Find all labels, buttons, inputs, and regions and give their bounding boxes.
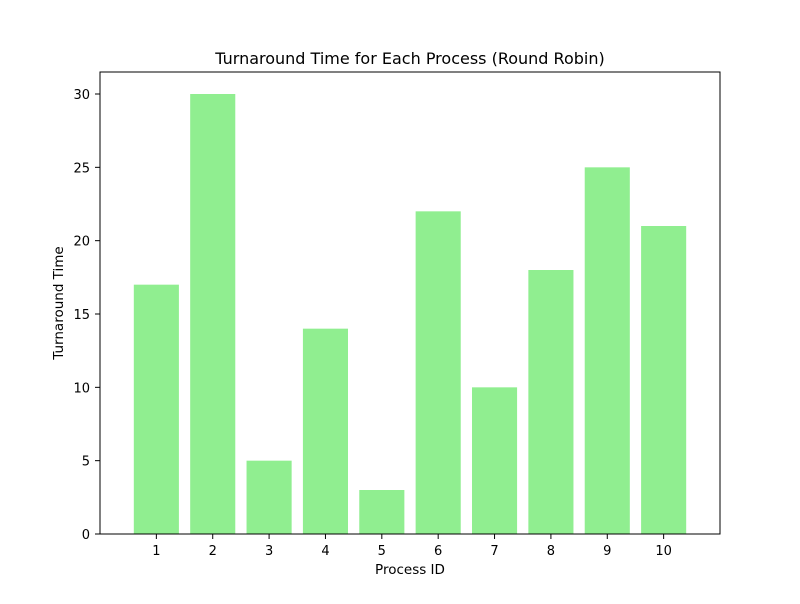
plot-frame — [99, 71, 721, 535]
bar-process-4 — [302, 328, 348, 534]
bar-process-1 — [133, 284, 179, 534]
bar-process-7 — [472, 387, 518, 534]
x-tick-label: 7 — [490, 544, 498, 559]
x-tick-label: 2 — [209, 544, 217, 559]
x-tick-label: 1 — [152, 544, 160, 559]
x-tick-label: 3 — [265, 544, 273, 559]
y-tick-label: 10 — [73, 381, 90, 396]
bar-process-3 — [246, 460, 292, 534]
y-tick-label: 0 — [82, 528, 90, 543]
y-tick-label: 25 — [73, 161, 90, 176]
x-tick-label: 8 — [547, 544, 555, 559]
x-tick-label: 5 — [378, 544, 386, 559]
bars-layer — [133, 94, 687, 535]
bar-process-6 — [415, 211, 461, 535]
x-tick-label: 9 — [603, 544, 611, 559]
x-axis-label: Process ID — [375, 562, 445, 578]
x-tick-label: 6 — [434, 544, 442, 559]
bar-process-2 — [190, 94, 236, 534]
x-tick-label: 4 — [321, 544, 329, 559]
y-axis-label: Turnaround Time — [51, 246, 67, 360]
bar-process-5 — [359, 490, 405, 534]
bar-process-8 — [528, 270, 574, 534]
y-axis: 0 5 10 15 20 25 30 — [73, 88, 100, 543]
y-tick-label: 15 — [73, 308, 90, 323]
x-axis: 1 2 3 4 5 6 7 8 9 10 — [152, 534, 672, 559]
y-tick-label: 20 — [73, 235, 90, 250]
bar-process-10 — [641, 226, 687, 534]
chart-title: Turnaround Time for Each Process (Round … — [214, 49, 604, 68]
y-tick-label: 5 — [82, 455, 90, 470]
bar-process-9 — [584, 167, 630, 535]
x-tick-label: 10 — [655, 544, 672, 559]
y-tick-label: 30 — [73, 88, 90, 103]
